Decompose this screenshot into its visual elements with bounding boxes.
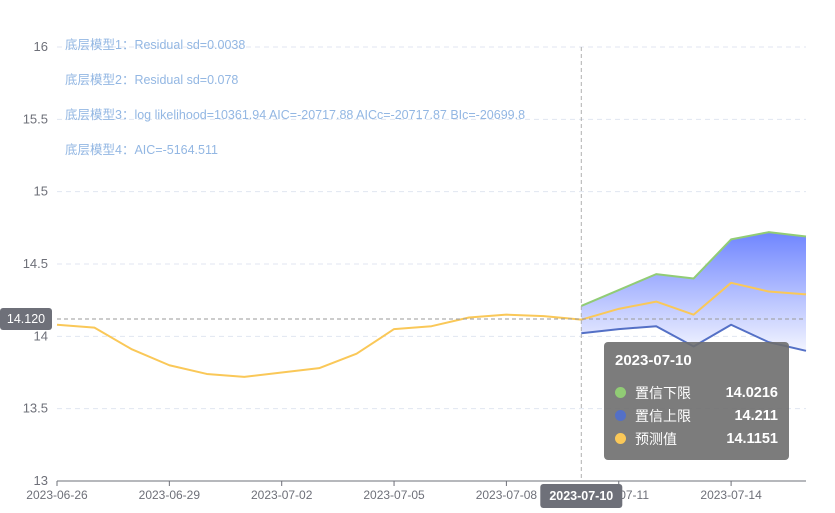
series-line-置信下限 xyxy=(580,231,807,307)
crosshair-layer: 14.120 2023-07-10 xyxy=(0,47,806,508)
crosshair-x-label: 2023-07-10 xyxy=(549,489,613,503)
tooltip-row-value: 14.1151 xyxy=(726,430,778,447)
annotation-text: 底层模型3：log likelihood=10361.94 AIC=-20717… xyxy=(65,107,525,122)
y-tick-label: 15.5 xyxy=(23,111,48,126)
annotation-text: 底层模型1：Residual sd=0.0038 xyxy=(65,37,245,52)
x-tick-label: 2023-07-05 xyxy=(363,488,425,502)
confidence-band-area xyxy=(581,232,806,351)
x-tick-label: 2023-07-14 xyxy=(700,488,762,502)
crosshair-y-label-box xyxy=(0,307,52,330)
tooltip-row-name: 置信下限 xyxy=(635,384,691,401)
tooltip: 2023-07-10 置信下限 14.0216 置信上限 14.211 预测值 … xyxy=(604,342,789,460)
y-tick-label: 14.5 xyxy=(23,256,48,271)
tooltip-row-name: 预测值 xyxy=(635,430,677,447)
crosshair-y-label: 14.120 xyxy=(7,312,45,326)
legend-dot-forecast xyxy=(615,433,626,444)
tooltip-row-value: 14.0216 xyxy=(725,384,778,401)
tooltip-row-value: 14.211 xyxy=(734,407,778,424)
crosshair-x-label-box xyxy=(540,484,623,508)
tooltip-row-name: 置信上限 xyxy=(635,407,691,424)
x-tick-label: 2023-06-29 xyxy=(139,488,201,502)
legend-dot-lower xyxy=(615,387,626,398)
x-tick-label: 2023-06-26 xyxy=(26,488,88,502)
tooltip-row-upper: 置信上限 14.211 xyxy=(615,404,778,427)
y-tick-label: 13.5 xyxy=(23,401,48,416)
x-tick-label: 2023-07-02 xyxy=(251,488,313,502)
tooltip-row-lower: 置信下限 14.0216 xyxy=(615,381,778,404)
tooltip-title: 2023-07-10 xyxy=(615,352,692,369)
annotation-text: 底层模型2：Residual sd=0.078 xyxy=(65,72,238,87)
legend-dot-upper xyxy=(615,410,626,421)
annotation-text: 底层模型4：AIC=-5164.511 xyxy=(65,142,218,157)
tooltip-row-forecast: 预测值 14.1151 xyxy=(615,427,778,450)
series-line-预测值 xyxy=(56,281,807,378)
area-layer xyxy=(581,232,806,351)
x-tick-label: 2023-07-08 xyxy=(476,488,538,502)
annotation-layer: 底层模型1：Residual sd=0.0038 底层模型2：Residual s… xyxy=(65,37,525,157)
y-tick-label: 15 xyxy=(34,184,48,199)
y-tick-label: 14 xyxy=(34,328,48,343)
y-tick-label: 13 xyxy=(34,473,48,488)
y-tick-label: 16 xyxy=(34,39,48,54)
